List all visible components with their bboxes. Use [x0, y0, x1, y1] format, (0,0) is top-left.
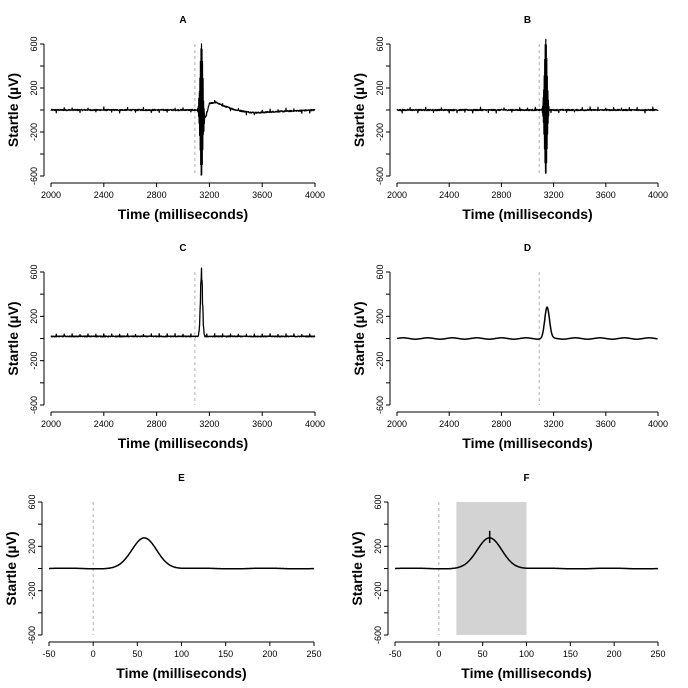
- y-tick-label: 200: [29, 309, 39, 324]
- x-tick-label: 50: [478, 649, 488, 659]
- y-tick-label: 200: [27, 539, 37, 554]
- y-tick-label: -600: [373, 626, 383, 644]
- y-tick-label: 600: [375, 264, 385, 279]
- x-tick-label: 3600: [252, 190, 272, 200]
- y-tick-label: -200: [375, 352, 385, 370]
- x-tick-label: 4000: [305, 190, 325, 200]
- y-tick-label: 600: [27, 494, 37, 509]
- panel-title: F: [523, 473, 529, 484]
- x-tick-label: 2000: [41, 190, 61, 200]
- y-tick-label: -600: [29, 396, 39, 414]
- x-tick-label: 2400: [439, 190, 459, 200]
- x-axis-label: Time (milliseconds): [461, 665, 591, 681]
- y-tick-label: 600: [29, 36, 39, 51]
- y-tick-label: 200: [373, 539, 383, 554]
- y-tick-label: 600: [29, 264, 39, 279]
- x-tick-label: 250: [306, 649, 321, 659]
- panel-title: E: [178, 473, 185, 484]
- x-axis-label: Time (milliseconds): [116, 665, 246, 681]
- x-tick-label: 3200: [199, 190, 219, 200]
- x-tick-label: 3200: [544, 419, 564, 429]
- x-axis-label: Time (milliseconds): [118, 435, 248, 451]
- x-tick-label: 50: [132, 649, 142, 659]
- x-tick-label: -50: [42, 649, 55, 659]
- x-tick-label: 2000: [387, 190, 407, 200]
- y-tick-label: -200: [375, 123, 385, 141]
- panel-e: E -50 0 50 100 150 200 250 -600 -200 200 600 Time (m…: [3, 473, 322, 681]
- x-tick-label: 150: [563, 649, 578, 659]
- y-tick-label: -600: [375, 396, 385, 414]
- x-axis-label: Time (milliseconds): [462, 206, 592, 222]
- x-tick-label: 2800: [491, 419, 511, 429]
- emg-trace: [50, 43, 316, 176]
- x-tick-label: 3200: [544, 190, 564, 200]
- x-tick-label: 4000: [648, 419, 668, 429]
- panel-b: B 2000 2400 2800 3200 3600 4000 -600 -200 200 600 T…: [351, 15, 668, 222]
- x-tick-label: 250: [650, 649, 665, 659]
- x-tick-label: -50: [388, 649, 401, 659]
- x-tick-label: 100: [174, 649, 189, 659]
- y-tick-label: 200: [375, 309, 385, 324]
- x-tick-label: 200: [607, 649, 622, 659]
- emg-trace: [396, 306, 658, 340]
- x-axis-label: Time (milliseconds): [118, 206, 248, 222]
- emg-trace: [50, 267, 316, 338]
- x-tick-label: 3600: [252, 419, 272, 429]
- y-axis-label: Startle (µV): [5, 301, 21, 375]
- y-tick-label: -600: [29, 167, 39, 185]
- x-tick-label: 3600: [596, 190, 616, 200]
- panel-title: A: [179, 15, 186, 26]
- x-tick-label: 3600: [596, 419, 616, 429]
- panel-title: D: [524, 243, 531, 254]
- panel-title: B: [524, 15, 531, 26]
- panel-d: D 2000 2400 2800 3200 3600 4000 -600 -200 200 600 T…: [351, 243, 668, 451]
- x-tick-label: 2800: [491, 190, 511, 200]
- y-tick-label: -600: [27, 626, 37, 644]
- x-tick-label: 4000: [648, 190, 668, 200]
- y-tick-label: 200: [375, 80, 385, 95]
- emg-trace: [48, 537, 315, 570]
- y-axis-label: Startle (µV): [351, 301, 367, 375]
- y-tick-label: -200: [27, 582, 37, 600]
- x-tick-label: 4000: [305, 419, 325, 429]
- x-tick-label: 2400: [439, 419, 459, 429]
- panel-f: F -50 0 50 100 150 200 250 -600 -200 200 600 Time (m…: [349, 473, 666, 681]
- x-tick-label: 2000: [387, 419, 407, 429]
- panel-a: A 2000 2400 2800 3200 3600 4000 -600 -200 200 600 T…: [5, 15, 325, 222]
- y-tick-label: 600: [373, 494, 383, 509]
- y-axis-label: Startle (µV): [351, 73, 367, 147]
- x-tick-label: 2800: [147, 190, 167, 200]
- y-axis-label: Startle (µV): [3, 531, 19, 605]
- y-tick-label: 200: [29, 80, 39, 95]
- y-tick-label: -600: [375, 167, 385, 185]
- y-tick-label: -200: [29, 123, 39, 141]
- x-tick-label: 2400: [94, 190, 114, 200]
- emg-trace: [396, 38, 659, 174]
- y-tick-label: -200: [29, 352, 39, 370]
- emg-trace: [394, 537, 659, 570]
- x-tick-label: 2400: [94, 419, 114, 429]
- x-tick-label: 2000: [41, 419, 61, 429]
- x-axis-label: Time (milliseconds): [462, 435, 592, 451]
- panel-c: C 2000 2400 2800 3200 3600 4000 -600 -200 200 600 T…: [5, 243, 325, 451]
- x-tick-label: 100: [519, 649, 534, 659]
- x-tick-label: 150: [218, 649, 233, 659]
- x-tick-label: 0: [91, 649, 96, 659]
- x-tick-label: 3200: [199, 419, 219, 429]
- scoring-window: [456, 502, 527, 635]
- y-axis-label: Startle (µV): [5, 73, 21, 147]
- y-axis-label: Startle (µV): [349, 531, 365, 605]
- panel-title: C: [179, 243, 186, 254]
- y-tick-label: -200: [373, 582, 383, 600]
- y-tick-label: 600: [375, 36, 385, 51]
- x-tick-label: 2800: [147, 419, 167, 429]
- x-tick-label: 0: [436, 649, 441, 659]
- x-tick-label: 200: [262, 649, 277, 659]
